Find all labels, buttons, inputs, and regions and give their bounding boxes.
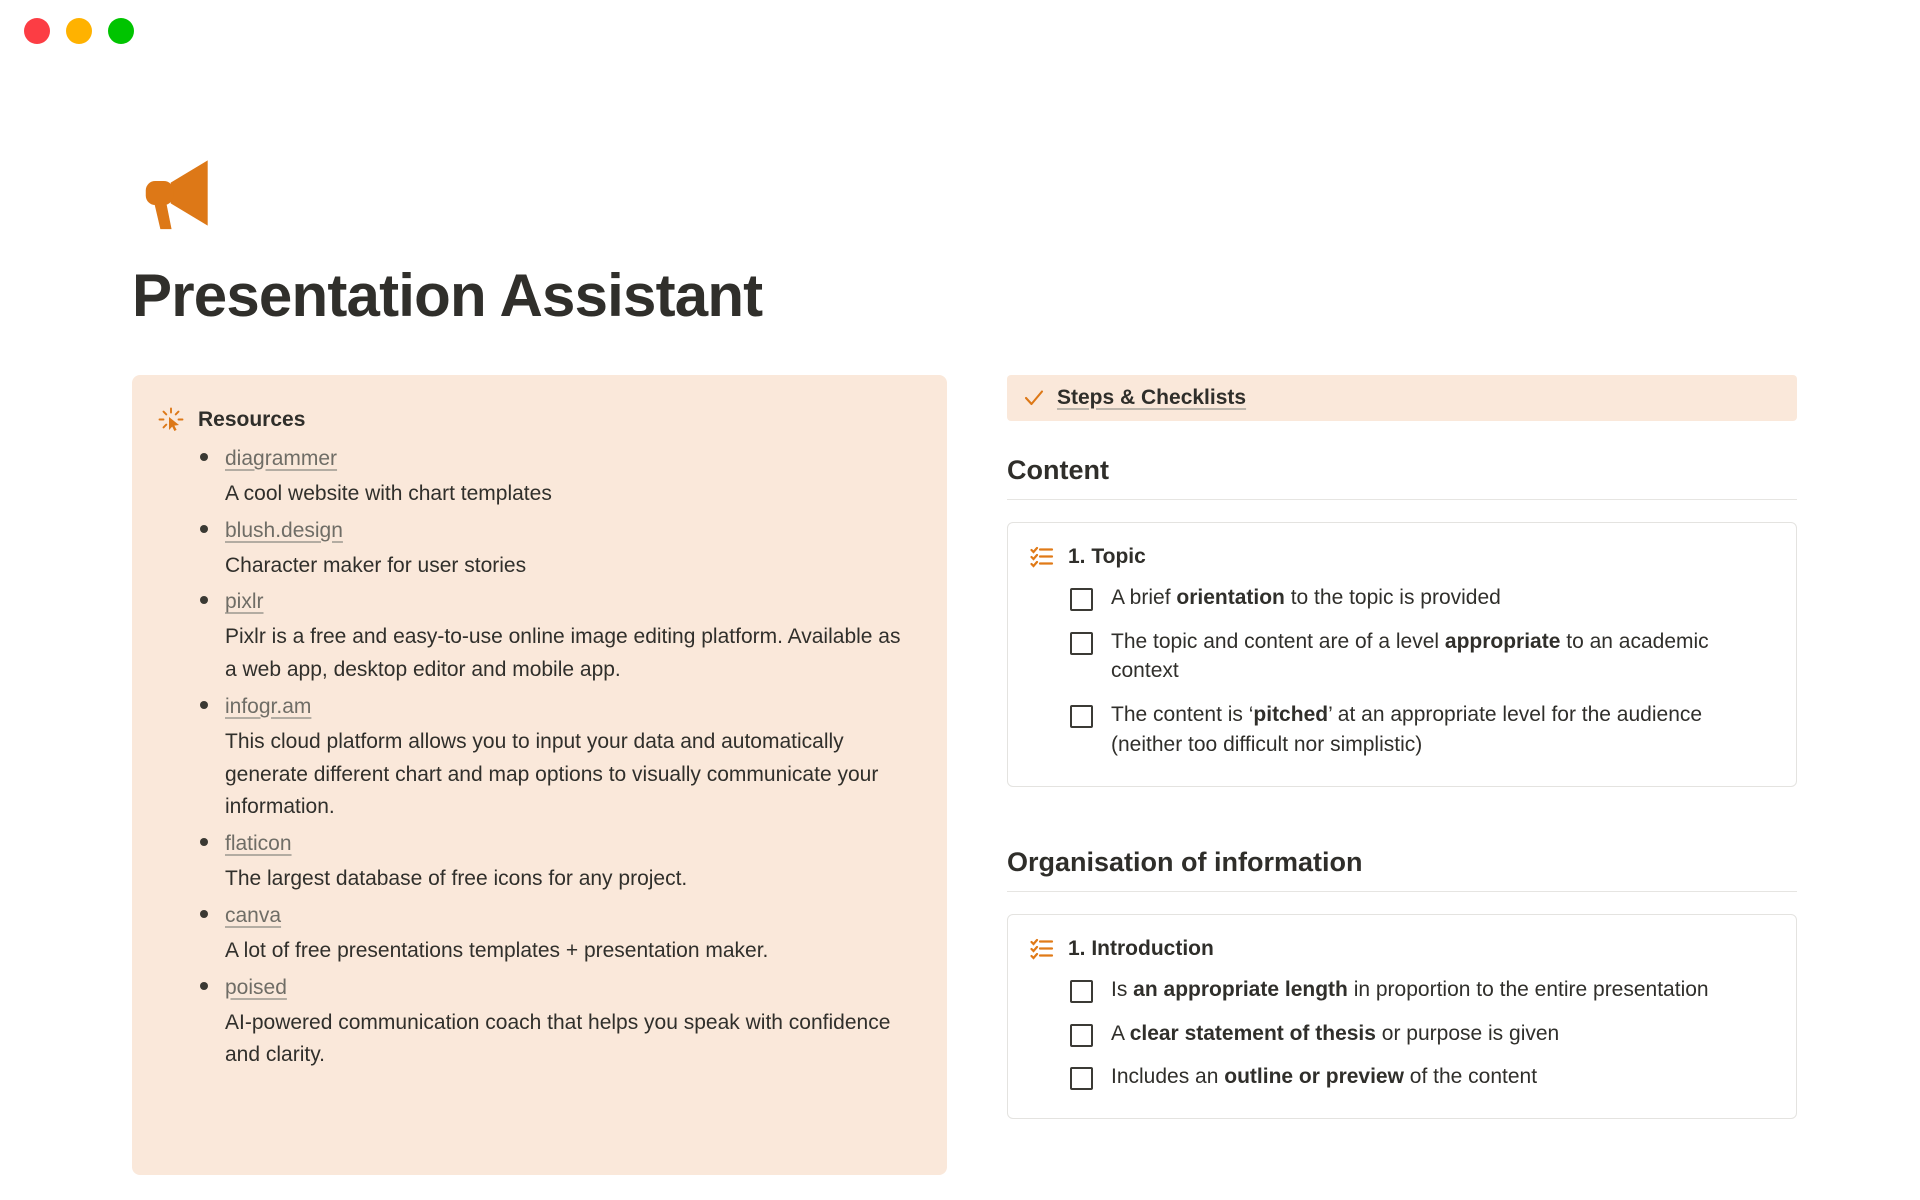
checklist-card: 1. Topic A brief orientation to the topi… bbox=[1007, 521, 1797, 787]
section-heading-content: Content bbox=[1007, 454, 1109, 485]
resource-description: A lot of free presentations templates + … bbox=[225, 938, 769, 962]
checklist-row[interactable]: A clear statement of thesis or purpose i… bbox=[1030, 1019, 1770, 1049]
bullet-icon bbox=[200, 452, 208, 461]
checklist-card: 1. Introduction Is an appropriate length… bbox=[1007, 913, 1797, 1120]
resource-description: AI-powered communication coach that help… bbox=[225, 1010, 891, 1067]
page-title: Presentation Assistant bbox=[132, 262, 763, 329]
resource-link[interactable]: infogr.am bbox=[225, 694, 312, 718]
checklist-card-title: 1. Introduction bbox=[1068, 936, 1214, 960]
resource-link-row[interactable]: poised bbox=[200, 976, 913, 1000]
resources-header: Resources bbox=[158, 407, 913, 433]
resource-description: This cloud platform allows you to input … bbox=[225, 729, 879, 819]
maximize-button[interactable] bbox=[108, 18, 134, 44]
megaphone-icon bbox=[145, 160, 208, 230]
resource-link-row[interactable]: flaticon bbox=[200, 832, 913, 856]
steps-checklists-label: Steps & Checklists bbox=[1057, 385, 1247, 409]
section-divider bbox=[1007, 498, 1797, 500]
checklist-row[interactable]: Includes an outline or preview of the co… bbox=[1030, 1062, 1770, 1092]
checklist-row[interactable]: The content is ‘pitched’ at an appropria… bbox=[1030, 700, 1770, 760]
content-wrapper: Presentation Assistant bbox=[132, 150, 1822, 1179]
bullet-icon bbox=[200, 981, 208, 990]
resource-description: The largest database of free icons for a… bbox=[225, 867, 688, 891]
checklist-card-header: 1. Introduction bbox=[1030, 937, 1770, 961]
resource-description: A cool website with chart templates bbox=[225, 481, 552, 505]
resource-description: Pixlr is a free and easy-to-use online i… bbox=[225, 625, 901, 682]
section-divider bbox=[1007, 890, 1797, 892]
resource-link-row[interactable]: pixlr bbox=[200, 590, 913, 614]
checklist-icon bbox=[1030, 546, 1054, 568]
checklist-item-label: The topic and content are of a level app… bbox=[1111, 629, 1709, 683]
resource-link[interactable]: diagrammer bbox=[225, 446, 338, 470]
resource-link-row[interactable]: blush.design bbox=[200, 519, 913, 543]
minimize-button[interactable] bbox=[66, 18, 92, 44]
list-item: flaticon The largest database of free ic… bbox=[200, 832, 913, 896]
check-icon bbox=[1024, 390, 1044, 405]
page-body: Presentation Assistant bbox=[0, 62, 1920, 1200]
resource-link[interactable]: poised bbox=[225, 975, 287, 999]
checklist-row[interactable]: Is an appropriate length in proportion t… bbox=[1030, 975, 1770, 1005]
resource-link[interactable]: blush.design bbox=[225, 518, 343, 542]
bullet-icon bbox=[200, 909, 208, 918]
checkbox[interactable] bbox=[1070, 979, 1093, 1003]
resource-description: Character maker for user stories bbox=[225, 553, 527, 577]
checkbox[interactable] bbox=[1070, 705, 1093, 729]
two-column-layout: Resources diagrammer A cool website with… bbox=[132, 374, 1822, 1180]
checklist-item-label: A clear statement of thesis or purpose i… bbox=[1111, 1021, 1560, 1045]
window-titlebar bbox=[0, 0, 1920, 62]
cursor-click-icon bbox=[158, 407, 184, 431]
resources-list: diagrammer A cool website with chart tem… bbox=[158, 447, 913, 1072]
resources-label: Resources bbox=[198, 407, 306, 431]
resource-link-row[interactable]: diagrammer bbox=[200, 447, 913, 471]
steps-checklists-banner[interactable]: Steps & Checklists bbox=[1007, 374, 1797, 421]
bullet-icon bbox=[200, 700, 208, 709]
bullet-icon bbox=[200, 838, 208, 847]
checklist-item-label: A brief orientation to the topic is prov… bbox=[1111, 585, 1501, 609]
resources-panel: Resources diagrammer A cool website with… bbox=[132, 374, 947, 1175]
bullet-icon bbox=[200, 524, 208, 533]
resource-link[interactable]: canva bbox=[225, 903, 282, 927]
checklist-card-title: 1. Topic bbox=[1068, 544, 1146, 568]
checklist-item-label: The content is ‘pitched’ at an appropria… bbox=[1111, 703, 1703, 757]
resource-link[interactable]: flaticon bbox=[225, 832, 292, 856]
list-item: infogr.am This cloud platform allows you… bbox=[200, 695, 913, 824]
list-item: blush.design Character maker for user st… bbox=[200, 519, 913, 583]
list-item: pixlr Pixlr is a free and easy-to-use on… bbox=[200, 590, 913, 687]
checkbox[interactable] bbox=[1070, 587, 1093, 611]
checklist-card-header: 1. Topic bbox=[1030, 545, 1770, 569]
resource-link-row[interactable]: canva bbox=[200, 904, 913, 928]
checkbox[interactable] bbox=[1070, 631, 1093, 655]
checklist-column: Steps & Checklists Content bbox=[1007, 374, 1797, 1180]
list-item: diagrammer A cool website with chart tem… bbox=[200, 447, 913, 511]
section-heading-organisation: Organisation of information bbox=[1007, 846, 1363, 877]
checklist-icon bbox=[1030, 938, 1054, 960]
checklist-item-label: Is an appropriate length in proportion t… bbox=[1111, 977, 1709, 1001]
resource-link[interactable]: pixlr bbox=[225, 590, 264, 614]
checklist-item-label: Includes an outline or preview of the co… bbox=[1111, 1065, 1538, 1089]
list-item: canva A lot of free presentations templa… bbox=[200, 904, 913, 968]
checklist-row[interactable]: The topic and content are of a level app… bbox=[1030, 627, 1770, 687]
checkbox[interactable] bbox=[1070, 1023, 1093, 1047]
checkbox[interactable] bbox=[1070, 1067, 1093, 1091]
list-item: poised AI-powered communication coach th… bbox=[200, 976, 913, 1073]
resource-link-row[interactable]: infogr.am bbox=[200, 695, 913, 719]
checklist-row[interactable]: A brief orientation to the topic is prov… bbox=[1030, 583, 1770, 613]
close-button[interactable] bbox=[24, 18, 50, 44]
bullet-icon bbox=[200, 596, 208, 605]
